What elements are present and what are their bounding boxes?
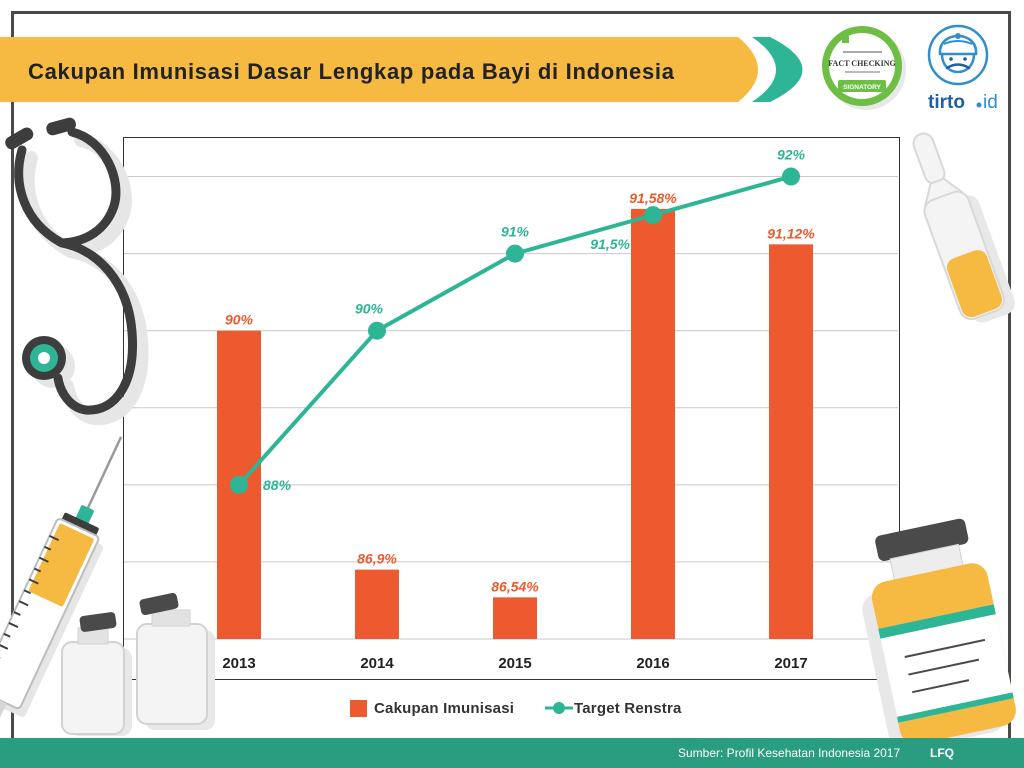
bar-value-label-2017: 91,12%: [767, 225, 815, 241]
bar-2017: [769, 244, 813, 639]
ifcn-ribbon: SIGNATORY: [843, 84, 881, 91]
bar-value-label-2013: 90%: [225, 312, 254, 328]
chart-area: 90% 2013 86,9% 2014 86,54% 2015 91,58% 2016 91,1…: [123, 137, 900, 680]
tirto-wordmark: tirto: [928, 92, 965, 113]
legend-swatch-bar: [350, 699, 367, 717]
logos: FACT CHECKING SIGNATORY tirto id: [822, 24, 998, 113]
legend-label-target-renstra: Target Renstra: [574, 699, 682, 717]
legend-label-cakupan-imunisasi: Cakupan Imunisasi: [374, 699, 515, 717]
ifcn-signatory-badge: FACT CHECKING SIGNATORY: [822, 26, 906, 110]
x-tick-label-2016: 2016: [636, 655, 669, 672]
bar-2015: [493, 597, 537, 639]
target-point-2016: [644, 206, 662, 225]
banner-background: [0, 37, 758, 102]
x-tick-label-2015: 2015: [498, 655, 531, 672]
legend-item-cakupan-imunisasi: Cakupan Imunisasi: [350, 697, 514, 719]
bar-value-label-2016: 91,58%: [629, 190, 677, 206]
chart-plot: 90% 2013 86,9% 2014 86,54% 2015 91,58% 2016 91,1…: [124, 147, 898, 672]
page-frame: [11, 11, 1011, 751]
author-credit: LFQ: [930, 746, 954, 760]
legend-item-target-renstra: Target Renstra: [544, 697, 682, 719]
footer-bar: Sumber: Profil Kesehatan Indonesia 2017 …: [0, 738, 1024, 768]
target-value-label-2017: 92%: [777, 147, 806, 163]
target-value-label-2013: 88%: [263, 477, 292, 493]
target-point-2014: [368, 321, 386, 340]
bar-2014: [355, 569, 399, 639]
x-tick-label-2013: 2013: [222, 655, 255, 672]
legend: Cakupan Imunisasi Target Renstra: [0, 697, 1024, 719]
target-value-label-2016: 91,5%: [590, 236, 630, 252]
target-value-label-2015: 91%: [501, 224, 530, 240]
legend-swatch-line: [545, 702, 573, 714]
tirto-suffix: id: [983, 92, 998, 113]
tirto-logo: tirto id: [927, 24, 998, 113]
ifcn-heading: FACT CHECKING: [828, 59, 896, 68]
bar-value-label-2015: 86,54%: [491, 578, 539, 594]
target-point-2013: [230, 475, 248, 494]
bar-value-label-2014: 86,9%: [357, 551, 397, 567]
title-banner: [0, 37, 803, 102]
target-point-2015: [506, 244, 524, 263]
source-text: Sumber: Profil Kesehatan Indonesia 2017: [678, 746, 901, 760]
x-tick-label-2017: 2017: [774, 655, 807, 672]
target-point-2017: [782, 167, 800, 186]
chart-title: Cakupan Imunisasi Dasar Lengkap pada Bay…: [28, 59, 675, 84]
x-tick-label-2014: 2014: [360, 655, 394, 672]
bar-2016: [631, 208, 675, 639]
target-value-label-2014: 90%: [355, 301, 384, 317]
